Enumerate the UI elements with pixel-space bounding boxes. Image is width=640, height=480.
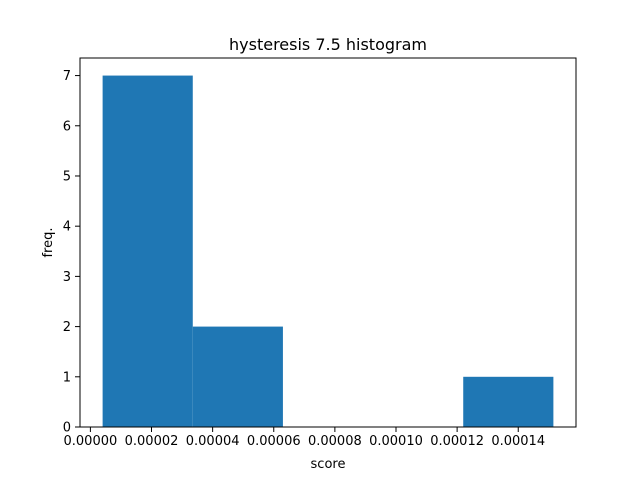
x-tick-label: 0.00006: [247, 434, 301, 449]
x-tick-label: 0.00010: [369, 434, 423, 449]
y-tick-label: 0: [63, 421, 71, 436]
y-tick-label: 2: [63, 320, 71, 335]
y-tick-label: 5: [63, 169, 71, 184]
x-axis-ticks: 0.00000 0.00002 0.00004 0.00006 0.00008 0.000…: [64, 427, 545, 449]
x-tick-label: 0.00002: [125, 434, 179, 449]
y-tick-label: 7: [63, 69, 71, 84]
y-tick-label: 6: [63, 119, 71, 134]
x-tick-label: 0.00004: [186, 434, 240, 449]
bars-layer: [102, 75, 554, 428]
x-axis-label: score: [311, 457, 346, 472]
x-tick-label: 0.00012: [430, 434, 484, 449]
y-axis-label: freq.: [41, 227, 56, 257]
plot-frame: [79, 57, 577, 428]
histogram-bar-4: [463, 376, 554, 427]
y-tick-label: 4: [63, 220, 71, 235]
y-tick-label: 3: [63, 270, 71, 285]
chart-title: hysteresis 7.5 histogram: [229, 35, 427, 54]
histogram-bar-1: [192, 326, 283, 427]
histogram-bar-0: [102, 75, 193, 428]
y-tick-label: 1: [63, 370, 71, 385]
x-tick-label: 0.00008: [308, 434, 362, 449]
x-tick-label: 0.00000: [64, 434, 118, 449]
y-axis-ticks: 0 1 2 3 4 5 6 7: [63, 69, 80, 436]
x-tick-label: 0.00014: [491, 434, 545, 449]
